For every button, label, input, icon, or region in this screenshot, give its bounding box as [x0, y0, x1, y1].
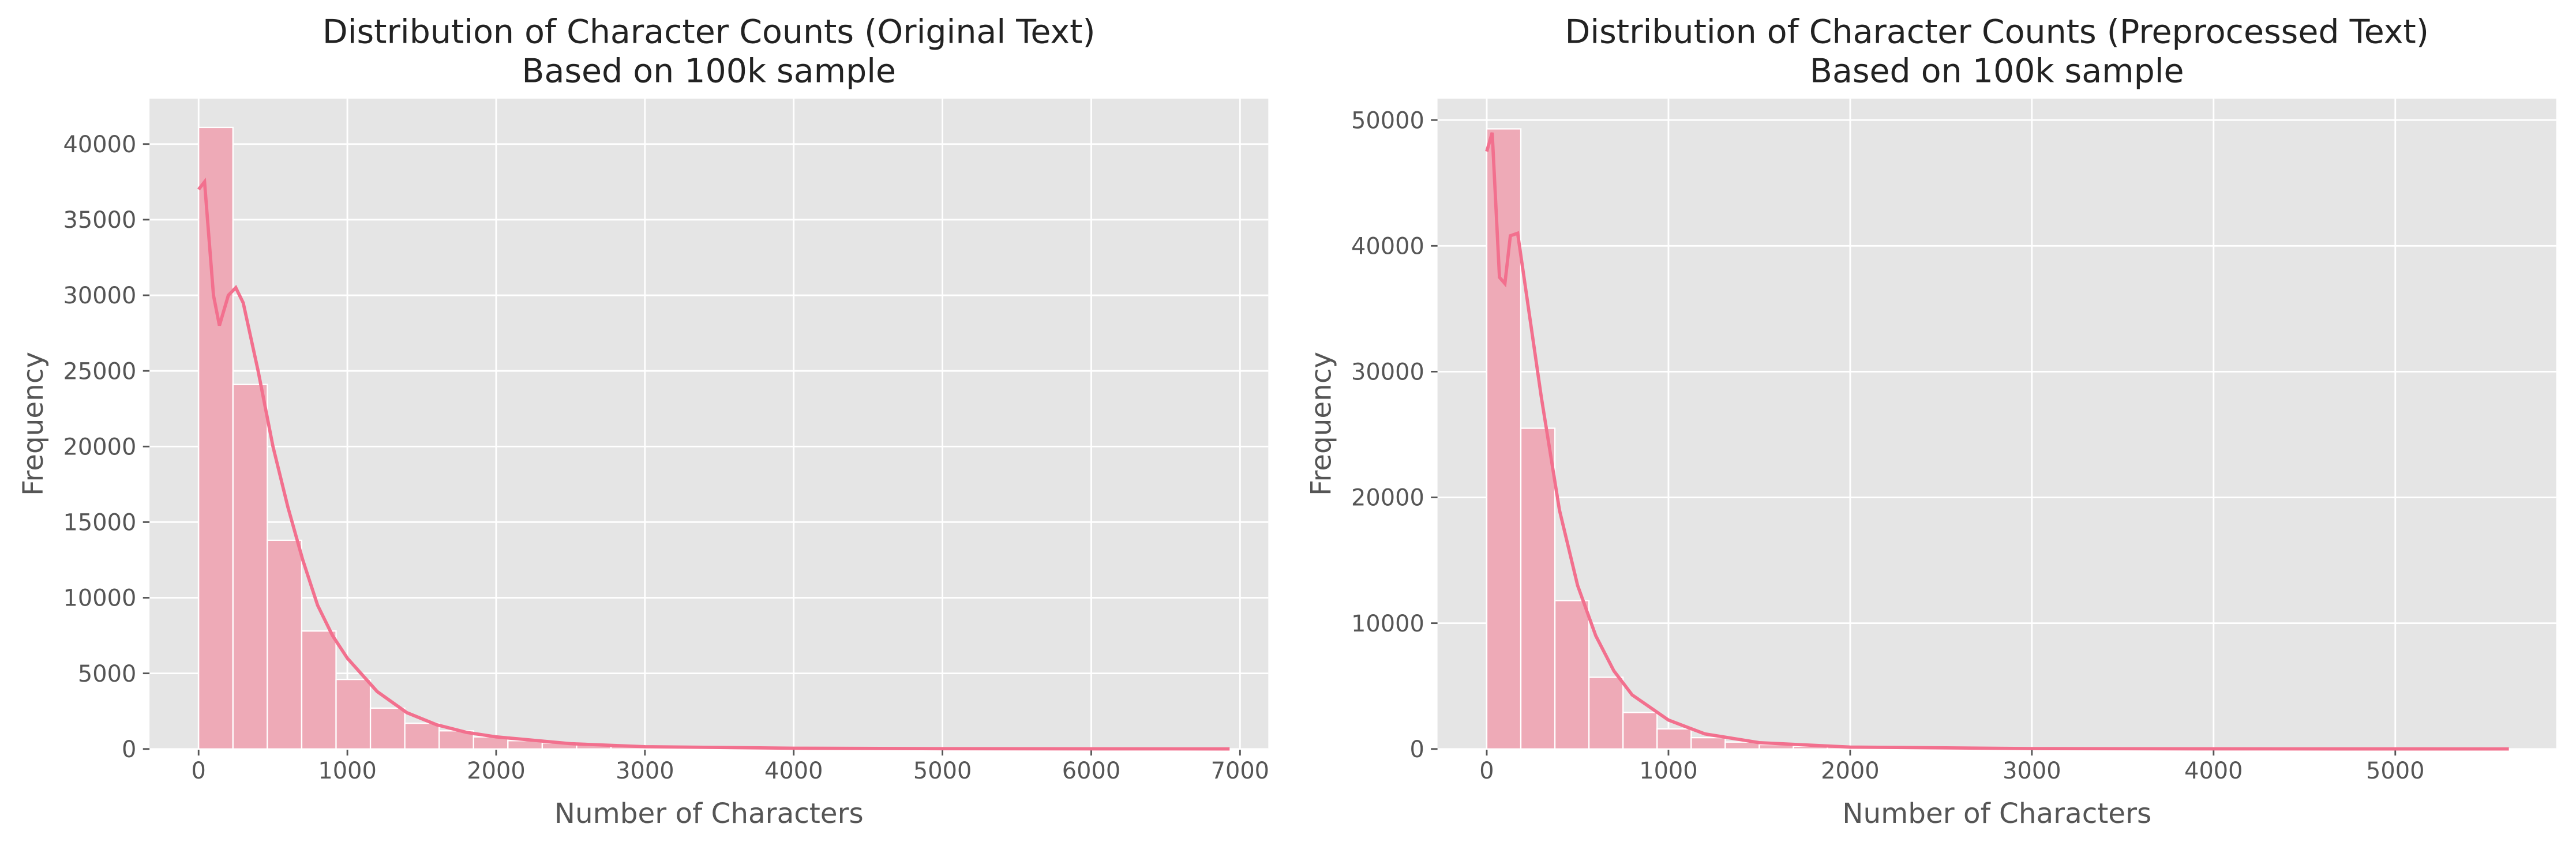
- bar: [1622, 712, 1658, 750]
- y-tick-label: 10000: [1351, 611, 1424, 637]
- bar: [369, 707, 406, 750]
- y-tick-label: 20000: [63, 434, 137, 460]
- x-tick-label: 3000: [616, 758, 674, 784]
- chart-subtitle: Based on 100k sample: [522, 52, 896, 91]
- x-tick-label: 2000: [467, 758, 525, 784]
- plot-background: [1437, 99, 2556, 749]
- bar: [335, 678, 372, 750]
- x-axis-label: Number of Characters: [1842, 798, 2151, 830]
- chart-subtitle: Based on 100k sample: [1810, 52, 2184, 91]
- x-tick-label: 4000: [764, 758, 823, 784]
- y-tick-label: 25000: [63, 358, 137, 385]
- x-tick-label: 7000: [1211, 758, 1269, 784]
- y-tick-label: 50000: [1351, 107, 1424, 134]
- bar: [1486, 128, 1522, 750]
- bar: [1520, 427, 1556, 750]
- x-tick-label: 2000: [1821, 758, 1879, 784]
- x-tick-label: 0: [192, 758, 206, 784]
- x-tick-label: 5000: [2366, 758, 2424, 784]
- y-tick-label: 15000: [63, 510, 137, 536]
- x-tick-label: 1000: [318, 758, 376, 784]
- y-tick-label: 40000: [63, 131, 137, 158]
- x-tick-label: 3000: [2003, 758, 2061, 784]
- y-tick-label: 30000: [63, 283, 137, 309]
- chart-title: Distribution of Character Counts (Prepro…: [1565, 13, 2428, 51]
- y-tick-label: 5000: [78, 661, 136, 687]
- bar: [198, 126, 234, 750]
- y-axis-label: Frequency: [17, 352, 50, 496]
- bar: [1554, 600, 1590, 750]
- y-tick-label: 35000: [63, 207, 137, 234]
- bar: [1656, 728, 1692, 750]
- bar: [267, 539, 303, 750]
- y-tick-label: 30000: [1351, 359, 1424, 386]
- bar: [301, 630, 337, 750]
- x-tick-label: 6000: [1062, 758, 1120, 784]
- y-tick-label: 0: [122, 736, 136, 763]
- x-tick-label: 4000: [2184, 758, 2243, 784]
- bar: [404, 723, 440, 750]
- chart-title: Distribution of Character Counts (Origin…: [323, 13, 1096, 51]
- y-tick-label: 0: [1409, 736, 1424, 763]
- y-tick-label: 40000: [1351, 234, 1424, 260]
- y-tick-label: 20000: [1351, 485, 1424, 512]
- kde-line: [1485, 132, 2509, 751]
- bar: [1690, 736, 1726, 750]
- kde-line: [197, 177, 1230, 751]
- x-tick-label: 0: [1479, 758, 1494, 784]
- y-axis-label: Frequency: [1306, 352, 1338, 496]
- x-tick-label: 1000: [1639, 758, 1697, 784]
- y-tick-label: 10000: [63, 585, 137, 612]
- bar: [232, 383, 268, 750]
- x-tick-label: 5000: [913, 758, 972, 784]
- bar: [1588, 676, 1624, 750]
- x-axis-label: Number of Characters: [554, 798, 864, 830]
